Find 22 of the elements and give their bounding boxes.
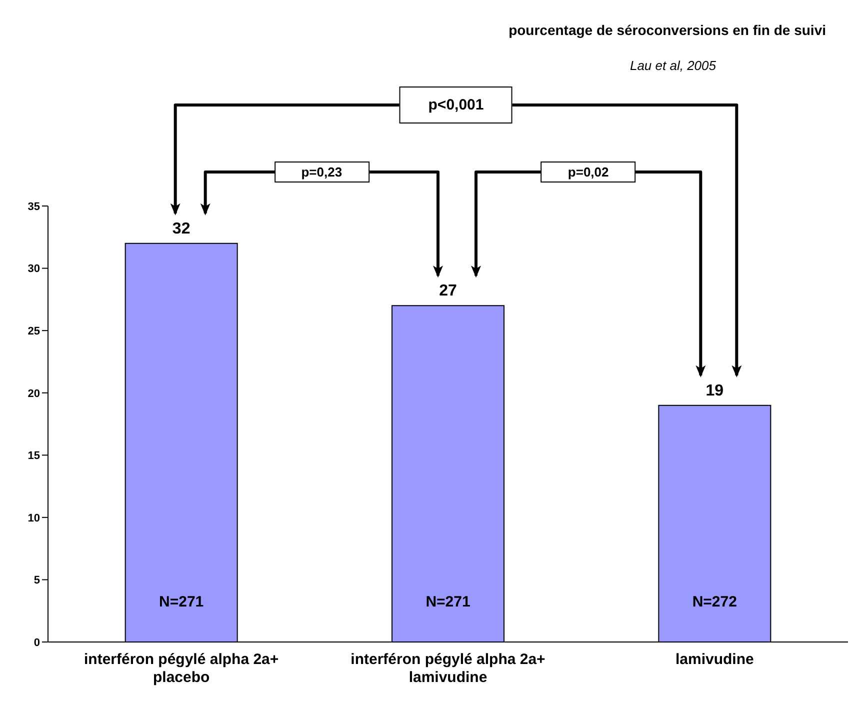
text: p=0,23: [274, 162, 370, 182]
x-tick-label: lamivudine: [675, 651, 754, 668]
text: p<0,001: [399, 86, 513, 124]
text: p=0,02: [540, 162, 636, 182]
y-tick-label: 15: [28, 450, 40, 462]
y-tick-label: 25: [28, 325, 40, 338]
y-tick-label: 20: [28, 388, 40, 400]
x-tick-label: interféron pégylé alpha 2a+ lamivudine: [350, 651, 546, 686]
y-tick-label: 5: [34, 574, 40, 587]
text: Lau et al, 2005: [630, 58, 716, 73]
x-tick-label: interféron pégylé alpha 2a+ placebo: [84, 651, 279, 686]
annotation: N=271: [426, 594, 470, 610]
y-tick-label: 35: [28, 200, 40, 213]
y-tick-label: 30: [28, 263, 40, 276]
y-tick-label: 0: [34, 636, 40, 649]
data-label: 27: [439, 282, 457, 300]
annotation: N=272: [692, 594, 737, 610]
chart-title: pourcentage de séroconversions en fin de suivi: [508, 22, 826, 38]
data-label: 32: [172, 220, 190, 238]
y-tick-label: 10: [28, 512, 40, 524]
data-label: 19: [706, 382, 724, 400]
annotation: N=271: [159, 594, 204, 610]
